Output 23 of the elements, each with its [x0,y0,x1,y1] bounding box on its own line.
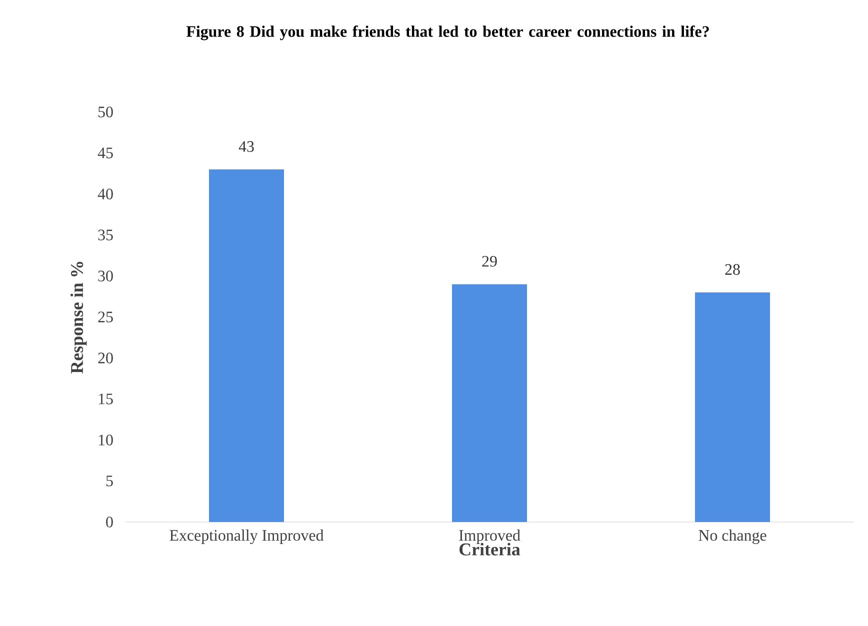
bar [695,292,770,522]
x-axis-title: Criteria [460,542,520,556]
data-label: 29 [482,256,497,267]
y-tick-label: 10 [98,434,113,446]
y-tick-label: 45 [98,148,113,158]
x-tick-label: No change [698,530,766,544]
data-label: 43 [238,141,254,152]
y-tick-label: 20 [98,352,113,364]
data-label: 28 [725,264,740,275]
bar [452,284,528,522]
y-tick-label: 50 [98,106,113,118]
y-tick-label: 30 [98,270,113,282]
y-tick-label: 15 [98,394,113,404]
x-tick-label: Improved [459,530,520,544]
x-tick-label: Exceptionally Improved [170,530,324,544]
y-tick-label: 25 [98,312,113,322]
bar [209,169,284,522]
y-tick-label: 40 [98,188,113,200]
y-tick-label: 35 [98,230,113,240]
chart-title: Figure 8 Did you make friends that led to better career connections in life? [186,26,709,40]
y-tick-label: 5 [106,476,113,486]
y-tick-label: 0 [106,516,113,528]
y-axis-title: Response in % [70,262,87,374]
